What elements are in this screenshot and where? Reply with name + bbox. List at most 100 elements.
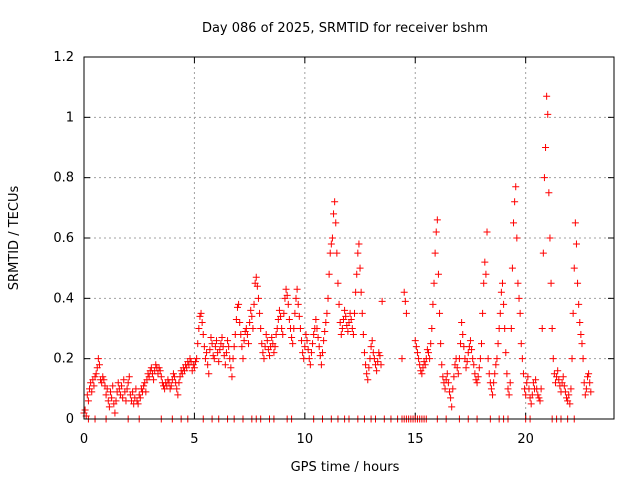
data-point xyxy=(157,373,165,381)
chart-title: Day 086 of 2025, SRMTID for receiver bsh… xyxy=(202,21,488,36)
data-point xyxy=(463,358,471,366)
data-point xyxy=(215,358,223,366)
data-point xyxy=(213,337,220,345)
data-point xyxy=(290,325,298,332)
data-point xyxy=(256,309,264,317)
data-point xyxy=(337,331,345,339)
data-point xyxy=(114,379,122,387)
data-point xyxy=(134,400,142,408)
data-point xyxy=(497,288,505,296)
data-point xyxy=(506,379,514,387)
data-point xyxy=(515,294,523,302)
data-point xyxy=(247,306,255,314)
data-point xyxy=(415,355,423,363)
data-point xyxy=(155,364,163,372)
data-point xyxy=(310,331,318,339)
data-point xyxy=(282,285,290,293)
data-point xyxy=(222,349,230,357)
x-tick-label: 5 xyxy=(190,432,198,447)
data-point xyxy=(323,309,331,317)
data-point xyxy=(344,328,352,336)
data-point xyxy=(441,385,449,393)
data-point xyxy=(249,325,257,332)
data-point xyxy=(453,364,461,372)
data-point xyxy=(296,325,304,332)
data-point xyxy=(431,249,439,257)
data-point xyxy=(218,334,226,342)
data-point xyxy=(458,318,466,326)
data-point xyxy=(299,349,307,357)
data-point xyxy=(238,343,246,351)
data-point xyxy=(362,361,370,369)
data-point xyxy=(245,340,253,348)
data-point xyxy=(494,340,502,348)
data-point xyxy=(566,400,574,408)
data-point xyxy=(378,297,386,305)
data-point xyxy=(437,340,445,348)
data-point xyxy=(309,340,317,348)
data-point xyxy=(428,325,436,332)
data-point xyxy=(519,370,527,378)
data-point xyxy=(355,240,363,248)
data-point xyxy=(398,355,406,363)
data-point xyxy=(358,309,366,317)
data-point xyxy=(401,297,409,305)
data-point xyxy=(136,394,144,402)
data-point xyxy=(479,309,487,317)
data-point xyxy=(438,361,446,369)
data-point xyxy=(523,379,531,387)
data-point xyxy=(204,361,212,369)
data-point xyxy=(248,312,256,320)
data-point xyxy=(109,382,117,390)
data-point xyxy=(173,385,181,393)
y-tick-label: 0.6 xyxy=(53,231,74,246)
data-point xyxy=(103,385,111,393)
data-point xyxy=(258,340,266,348)
data-point xyxy=(481,258,489,266)
data-point xyxy=(375,349,383,357)
data-point xyxy=(354,249,362,257)
data-point xyxy=(266,352,273,360)
x-tick-label: 10 xyxy=(297,432,314,447)
y-axis-label: SRMTID / TECUs xyxy=(7,186,22,291)
data-point xyxy=(357,288,365,296)
data-point xyxy=(230,343,238,351)
data-point xyxy=(216,346,224,354)
data-point xyxy=(152,361,160,369)
data-point xyxy=(373,367,381,375)
data-point xyxy=(565,391,573,399)
data-point xyxy=(342,312,350,320)
data-point xyxy=(490,379,498,387)
data-point xyxy=(221,361,229,369)
data-point xyxy=(351,309,359,317)
data-point xyxy=(102,391,110,399)
data-point xyxy=(108,394,116,402)
data-point xyxy=(107,388,114,396)
data-point xyxy=(450,373,458,381)
data-point xyxy=(326,249,334,257)
data-point xyxy=(498,279,506,287)
data-point xyxy=(322,318,330,326)
data-point xyxy=(341,306,349,314)
data-point xyxy=(283,291,291,299)
data-point xyxy=(548,325,556,332)
data-point xyxy=(83,391,91,399)
data-point xyxy=(510,219,518,227)
data-point xyxy=(568,355,576,363)
data-point xyxy=(99,373,107,381)
data-point xyxy=(473,379,481,387)
data-point xyxy=(534,391,542,399)
data-point xyxy=(254,294,262,302)
data-point xyxy=(123,385,131,393)
data-point xyxy=(198,318,206,326)
data-point xyxy=(444,379,452,387)
data-point xyxy=(233,303,241,311)
data-point xyxy=(542,144,550,151)
data-point xyxy=(330,210,338,218)
data-point xyxy=(211,343,219,351)
data-point xyxy=(271,343,279,351)
data-point xyxy=(207,334,215,342)
data-point xyxy=(502,349,510,357)
data-point xyxy=(268,334,276,342)
data-point xyxy=(135,391,143,399)
